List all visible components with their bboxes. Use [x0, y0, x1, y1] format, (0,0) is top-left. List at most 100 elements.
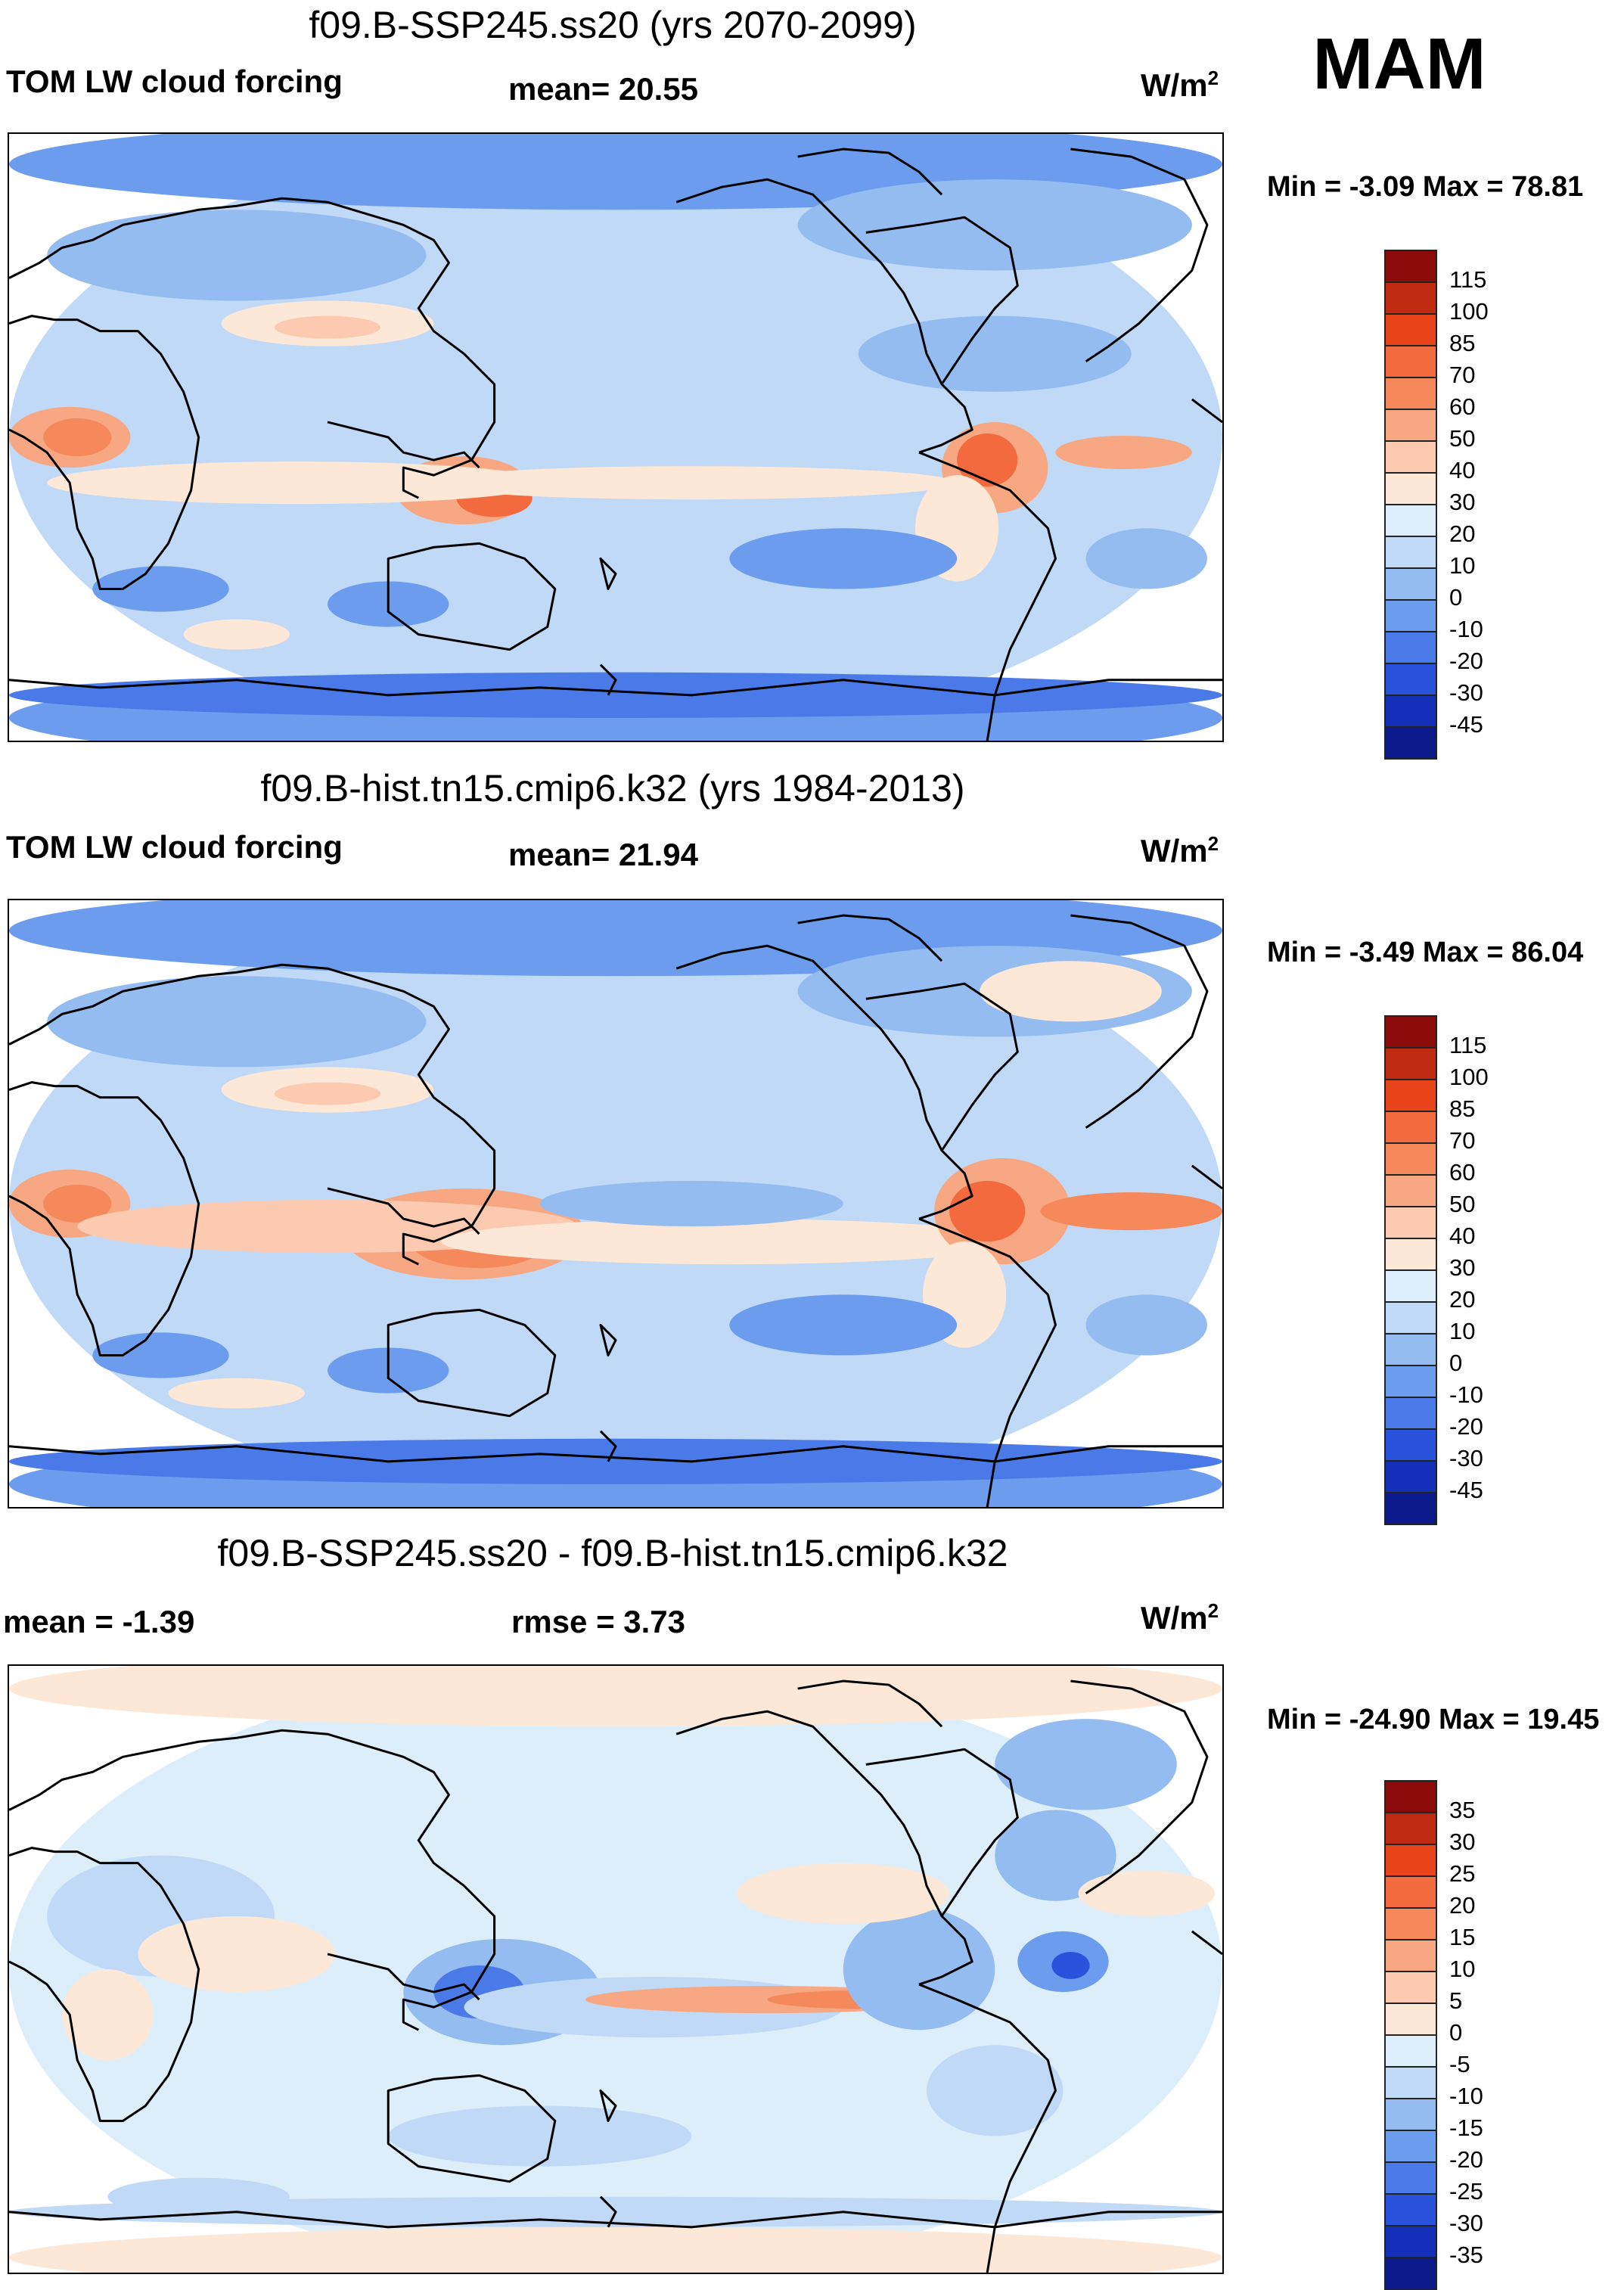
contour-region — [138, 1916, 336, 1993]
colorbar-label: 20 — [1449, 1286, 1476, 1313]
colorbar-label: 25 — [1449, 1860, 1476, 1887]
coastline — [327, 1953, 480, 2001]
colorbar-swatch — [1384, 2257, 1437, 2290]
contour-region — [858, 315, 1132, 392]
coastline — [599, 557, 617, 591]
colorbar-label: 10 — [1449, 1318, 1476, 1344]
contour-region — [927, 2045, 1064, 2136]
colorbar-swatch — [1384, 1301, 1437, 1333]
coastline — [797, 914, 943, 962]
panel-2-mean-label: mean= 21.94 — [508, 837, 699, 872]
colorbar-swatch — [1384, 1492, 1437, 1525]
map-canvas — [9, 900, 1222, 1507]
contour-region — [9, 1438, 1222, 1484]
colorbar-label: 60 — [1449, 1159, 1476, 1185]
contour-fills — [9, 134, 1222, 741]
colorbar-swatch — [1384, 250, 1437, 281]
colorbar-swatch — [1384, 1238, 1437, 1269]
colorbar-label: 0 — [1449, 1350, 1463, 1376]
colorbar-label: 70 — [1449, 362, 1476, 388]
colorbar-label: -5 — [1449, 2051, 1470, 2077]
panel-3-title: f09.B-SSP245.ss20 - f09.B-hist.tn15.cmip… — [217, 1532, 1008, 1574]
contour-region — [539, 1180, 843, 1227]
colorbar-label: -10 — [1449, 616, 1483, 642]
colorbar-label: -30 — [1449, 679, 1483, 706]
panel-1-variable-label: TOM LW cloud forcing — [6, 64, 343, 99]
colorbar-swatch — [1384, 1844, 1437, 1875]
contour-region — [107, 2177, 290, 2216]
contour-region — [995, 1719, 1177, 1810]
panel-2-map — [8, 899, 1224, 1509]
coastline — [675, 178, 973, 454]
coastline — [387, 542, 557, 651]
colorbar-swatch — [1384, 1460, 1437, 1492]
coastline — [865, 1748, 1019, 1917]
contour-region — [441, 1219, 1018, 1265]
coastline — [797, 148, 943, 196]
contour-region — [92, 1332, 229, 1378]
coastline — [1070, 1679, 1209, 1895]
coastline — [387, 2074, 557, 2183]
contour-fills — [9, 900, 1222, 1507]
colorbar-swatch — [1384, 567, 1437, 599]
colorbar-label: 30 — [1449, 489, 1476, 515]
panel-2-minmax: Min = -3.49 Max = 86.04 — [1267, 937, 1584, 968]
coastlines — [9, 1679, 1222, 2273]
contour-region — [797, 179, 1192, 271]
colorbar-label: 40 — [1449, 1223, 1476, 1249]
colorbar-swatch — [1384, 1428, 1437, 1460]
colorbar-label: -20 — [1449, 648, 1483, 674]
map-canvas — [9, 134, 1222, 741]
coastline — [9, 1081, 200, 1357]
contour-region — [92, 566, 229, 612]
panel-1-mean-label: mean= 20.55 — [508, 71, 699, 107]
colorbar-swatch — [1384, 1142, 1437, 1174]
panel-3-colorbar — [1384, 1780, 1437, 2290]
contour-region — [1040, 1192, 1222, 1231]
coastline — [1191, 1930, 1222, 1956]
coastline — [599, 1323, 617, 1357]
colorbar-label: 20 — [1449, 1892, 1476, 1919]
contour-region — [9, 672, 1222, 718]
coastline — [327, 1187, 480, 1235]
contour-region — [9, 1666, 1222, 2273]
panel-1-colorbar — [1384, 250, 1437, 760]
colorbar-swatch — [1384, 1780, 1437, 1812]
coastlines — [9, 914, 1222, 1507]
colorbar-swatch — [1384, 2225, 1437, 2257]
colorbar-swatch — [1384, 663, 1437, 694]
colorbar-swatch — [1384, 281, 1437, 313]
contour-region — [274, 1082, 381, 1105]
colorbar-label: 10 — [1449, 1956, 1476, 1982]
colorbar-swatch — [1384, 440, 1437, 472]
colorbar-swatch — [1384, 1269, 1437, 1301]
coastline — [599, 2195, 617, 2228]
contour-region — [183, 619, 290, 650]
contour-region — [949, 1180, 1026, 1242]
colorbar-swatch — [1384, 2193, 1437, 2225]
coastline — [1191, 1164, 1222, 1190]
colorbar-swatch — [1384, 599, 1437, 631]
colorbar-label: 85 — [1449, 1095, 1476, 1122]
colorbar-swatch — [1384, 409, 1437, 440]
coastline — [865, 982, 1019, 1151]
colorbar-label: -30 — [1449, 2210, 1483, 2236]
coastline — [9, 2211, 1222, 2229]
colorbar-label: -45 — [1449, 1477, 1483, 1503]
panel-1-units: W/m2 — [1141, 67, 1219, 103]
panel-3-minmax: Min = -24.90 Max = 19.45 — [1267, 1704, 1600, 1735]
panel-2-variable-label: TOM LW cloud forcing — [6, 829, 343, 865]
coastline — [9, 1445, 1222, 1463]
colorbar-swatch — [1384, 1079, 1437, 1111]
coastline — [1070, 914, 1209, 1129]
colorbar-swatch — [1384, 1907, 1437, 1939]
colorbar-label: 100 — [1449, 298, 1489, 325]
contour-region — [729, 1294, 958, 1356]
colorbar-label: 70 — [1449, 1127, 1476, 1154]
colorbar-swatch — [1384, 313, 1437, 345]
colorbar-label: 100 — [1449, 1064, 1489, 1090]
contour-region — [737, 1863, 950, 1924]
contour-region — [1051, 1951, 1090, 1980]
panel-1-minmax: Min = -3.09 Max = 78.81 — [1267, 171, 1584, 203]
coastline — [327, 421, 480, 469]
